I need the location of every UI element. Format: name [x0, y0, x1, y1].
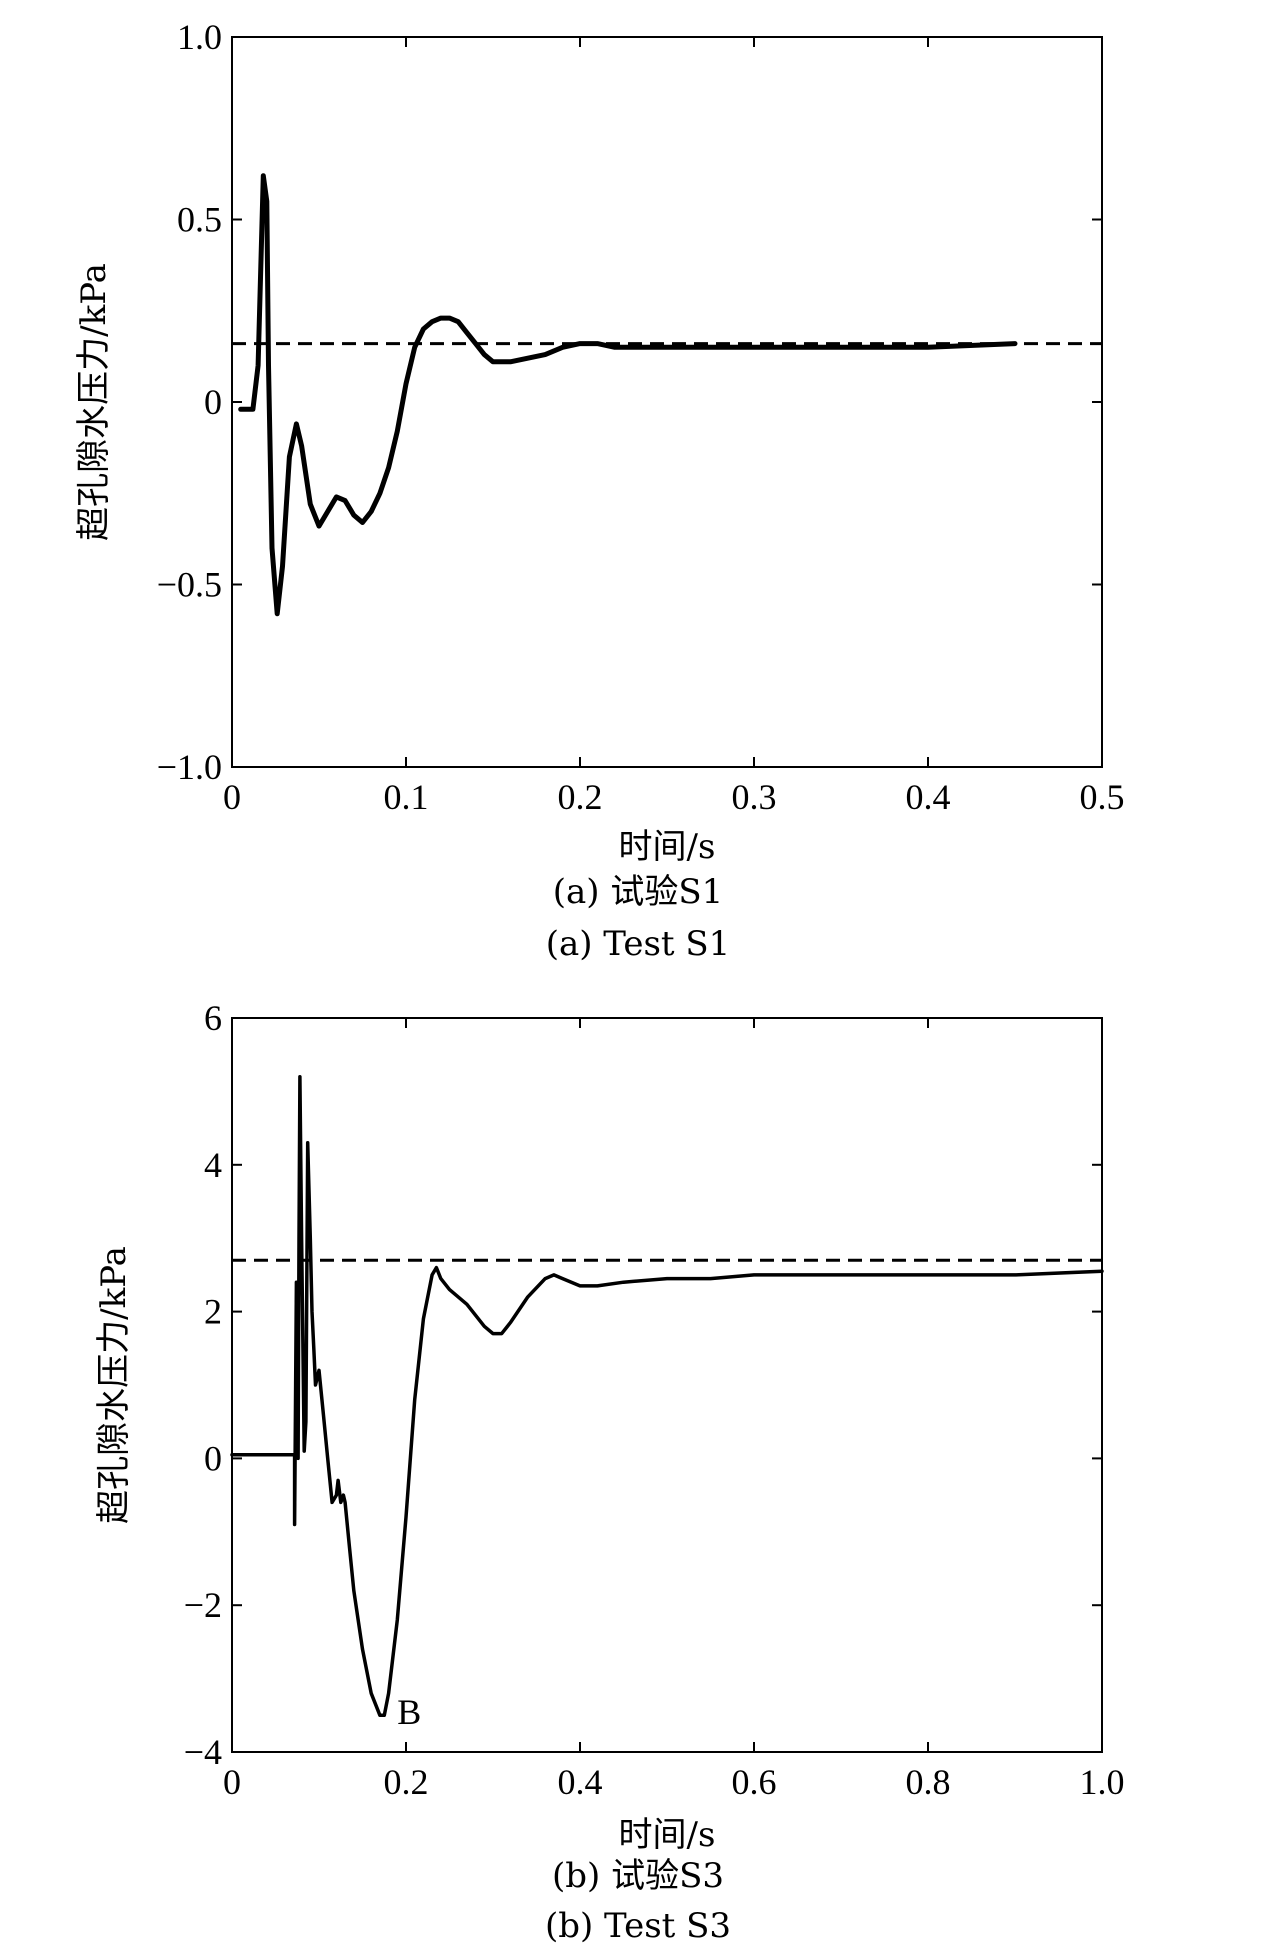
chart-b-axes-frame: [231, 1017, 1103, 1753]
chart-b-plot: 0 0.2 0.4 0.6 0.8 1.0 −4 −2 0 2 4 6 B 时间/s 超孔隙水压力/kPa: [94, 998, 1125, 1855]
chart-a-caption-cn: (a) 试验S1: [552, 872, 724, 912]
chart-b-x-tick-label: 0.6: [732, 1762, 777, 1802]
chart-a-y-tick-label: 1.0: [177, 17, 222, 57]
chart-b-y-tick-label: 6: [204, 998, 222, 1038]
chart-b-series-line: [230, 1074, 1104, 1718]
chart-a-caption-en: (a) Test S1: [545, 924, 731, 964]
chart-a-x-tick-label: 0.1: [384, 777, 429, 817]
chart-b-y-tick-label: 4: [204, 1145, 222, 1185]
chart-a-x-tick-label: 0.2: [558, 777, 603, 817]
chart-b-x-tick-label: 0.8: [906, 1762, 951, 1802]
chart-a-x-tick-label: 0: [223, 777, 241, 817]
chart-a-y-tick-label: −1.0: [157, 747, 222, 787]
chart-b-y-axis-title: 超孔隙水压力/kPa: [94, 1246, 134, 1524]
chart-b-annotation-label: B: [397, 1692, 421, 1732]
chart-b-x-axis-title: 时间/s: [619, 1815, 716, 1855]
chart-b-caption-en: (b) Test S3: [544, 1906, 732, 1946]
chart-b-y-tick-label: −2: [184, 1585, 222, 1625]
chart-a-x-tick-label: 0.5: [1080, 777, 1125, 817]
chart-b-x-tick-label: 0: [223, 1762, 241, 1802]
chart-b-x-tick-label: 0.4: [558, 1762, 603, 1802]
chart-a-y-tick-label: 0: [204, 382, 222, 422]
chart-a-axes-frame: [231, 36, 1103, 768]
chart-panel-b: 0 0.2 0.4 0.6 0.8 1.0 −4 −2 0 2 4 6 B 时间/s 超孔隙水压力/kPa …: [0, 980, 1276, 1951]
chart-b-x-tick-label: 0.2: [384, 1762, 429, 1802]
chart-panel-a: 0 0.1 0.2 0.3 0.4 0.5 −1.0 −0.5 0 0.5 1.0 时间/s 超孔隙水压…: [74, 17, 1125, 964]
chart-b-caption-cn: (b) 试验S3: [551, 1856, 725, 1896]
chart-b-y-tick-label: 0: [204, 1438, 222, 1478]
chart-a-y-tick-label: 0.5: [177, 200, 222, 240]
chart-a-series-line: [238, 173, 1018, 617]
chart-b-x-tick-label: 1.0: [1080, 1762, 1125, 1802]
chart-a-plot: 0 0.1 0.2 0.3 0.4 0.5 −1.0 −0.5 0 0.5 1.0 时间/s 超孔隙水压…: [74, 17, 1125, 867]
chart-a-x-tick-label: 0.3: [732, 777, 777, 817]
chart-b-y-tick-label: −4: [184, 1732, 222, 1772]
chart-a-y-tick-label: −0.5: [157, 565, 222, 605]
chart-b-y-tick-label: 2: [204, 1292, 222, 1332]
chart-a-x-tick-label: 0.4: [906, 777, 951, 817]
chart-a-y-axis-title: 超孔隙水压力/kPa: [74, 263, 114, 541]
chart-a-x-axis-title: 时间/s: [619, 827, 716, 867]
